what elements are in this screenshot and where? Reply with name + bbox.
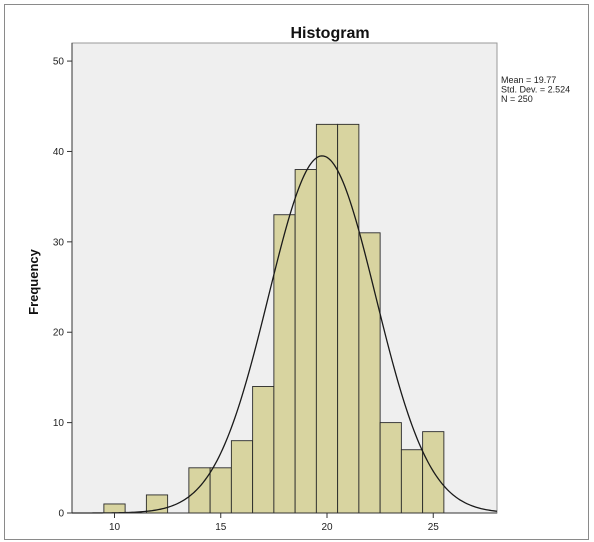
axes-group: 0 10 20 30 40 50 10 15 20 25: [53, 43, 497, 533]
histogram-bar-7: [294, 169, 317, 514]
x-tick-label: 20: [321, 522, 333, 533]
y-tick-label: 30: [53, 237, 65, 248]
y-tick-label: 0: [58, 509, 64, 520]
stats-line: Mean = 19.77: [501, 75, 556, 85]
bars-group: [103, 123, 445, 514]
histogram-bar-11: [379, 422, 402, 514]
x-tick-label: 10: [109, 522, 121, 533]
histogram-bar-5: [252, 386, 275, 514]
x-tick-label: 25: [428, 522, 440, 533]
x-tick-label: 15: [215, 522, 227, 533]
y-tick-label: 40: [53, 147, 65, 158]
histogram-bar-0: [103, 503, 126, 514]
histogram-bar-4: [230, 440, 254, 514]
stats-line: N = 250: [501, 94, 533, 104]
y-tick-label: 50: [53, 57, 65, 68]
normal-curve: [72, 155, 498, 514]
histogram-bar-8: [315, 123, 339, 514]
histogram-bar-9: [337, 123, 360, 514]
histogram-bar-3: [209, 467, 232, 514]
stats-line: Std. Dev. = 2.524: [501, 85, 570, 95]
y-tick-label: 10: [53, 418, 65, 429]
histogram-bar-2: [188, 467, 211, 514]
y-tick-label: 20: [53, 328, 65, 339]
histogram-bar-10: [358, 232, 381, 514]
y-axis-label: Frequency: [26, 248, 41, 315]
histogram-bar-12: [400, 449, 424, 514]
chart-title: Histogram: [290, 25, 369, 42]
